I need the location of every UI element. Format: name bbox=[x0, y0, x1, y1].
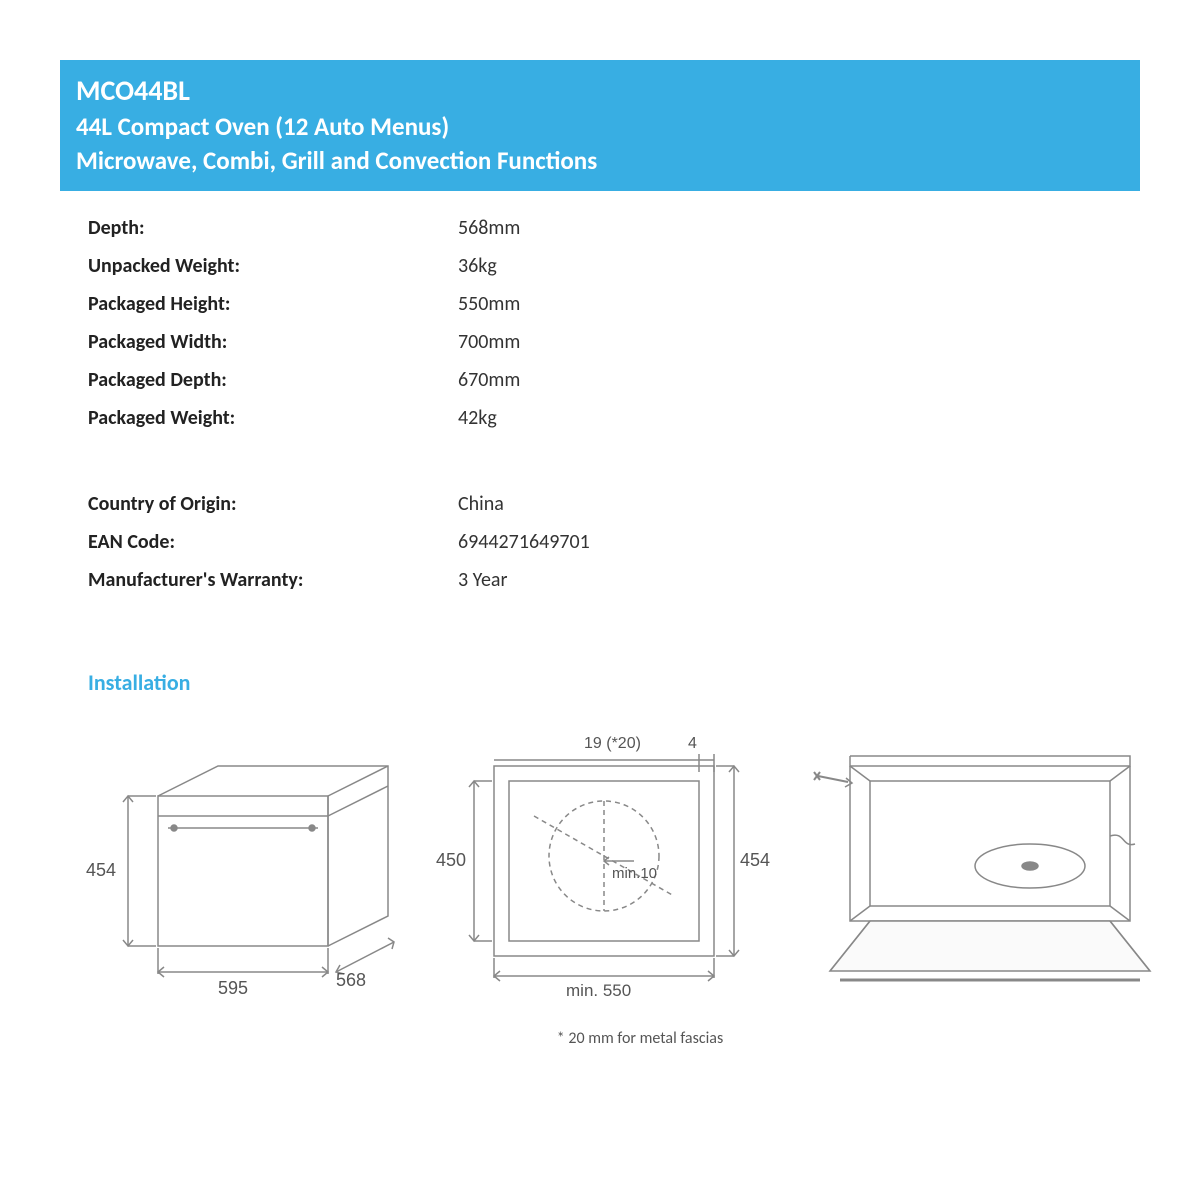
spec-row: Depth:568mm bbox=[88, 209, 1112, 247]
product-title: 44L Compact Oven (12 Auto Menus) bbox=[76, 110, 1124, 144]
spec-table: Depth:568mmUnpacked Weight:36kgPackaged … bbox=[60, 191, 1140, 599]
spec-value: 700mm bbox=[458, 330, 1112, 354]
dim-top-gap: 19 (*20) bbox=[584, 735, 641, 752]
spec-row: Country of Origin:China bbox=[88, 485, 1112, 523]
dim-depth: 568 bbox=[336, 970, 366, 990]
spec-value: 550mm bbox=[458, 292, 1112, 316]
dim-overall-height: 454 bbox=[740, 850, 770, 870]
diagram-oven-dimensions: 454 595 568 bbox=[78, 746, 398, 1011]
spec-label: Packaged Depth: bbox=[88, 368, 458, 392]
spec-label: Packaged Width: bbox=[88, 330, 458, 354]
spec-value: 36kg bbox=[458, 254, 1112, 278]
spec-row: Manufacturer's Warranty:3 Year bbox=[88, 561, 1112, 599]
spec-row: Packaged Weight:42kg bbox=[88, 399, 1112, 437]
dim-min-width: min. 550 bbox=[566, 981, 631, 1000]
installation-diagrams: 454 595 568 bbox=[60, 726, 1140, 1011]
spec-value: China bbox=[458, 492, 1112, 516]
installation-heading: Installation bbox=[60, 669, 1140, 696]
spec-value: 568mm bbox=[458, 216, 1112, 240]
spec-value: 42kg bbox=[458, 406, 1112, 430]
spec-label: Unpacked Weight: bbox=[88, 254, 458, 278]
product-header: MCO44BL 44L Compact Oven (12 Auto Menus)… bbox=[60, 60, 1140, 191]
spec-value: 3 Year bbox=[458, 568, 1112, 592]
spec-value: 6944271649701 bbox=[458, 530, 1112, 554]
spec-label: Packaged Weight: bbox=[88, 406, 458, 430]
dim-top-right: 4 bbox=[688, 735, 697, 752]
spec-value: 670mm bbox=[458, 368, 1112, 392]
dim-min10: min.10 bbox=[612, 865, 657, 882]
spec-label: Country of Origin: bbox=[88, 492, 458, 516]
spec-row: Packaged Width:700mm bbox=[88, 323, 1112, 361]
diagram-fitting bbox=[810, 736, 1160, 1011]
spec-row: Unpacked Weight:36kg bbox=[88, 247, 1112, 285]
model-code: MCO44BL bbox=[76, 72, 1124, 110]
spec-label: EAN Code: bbox=[88, 530, 458, 554]
dim-height: 454 bbox=[86, 860, 116, 880]
spec-row: EAN Code:6944271649701 bbox=[88, 523, 1112, 561]
product-functions: Microwave, Combi, Grill and Convection F… bbox=[76, 144, 1124, 178]
spec-label: Manufacturer's Warranty: bbox=[88, 568, 458, 592]
dim-cutout-height: 450 bbox=[436, 850, 466, 870]
dim-width: 595 bbox=[218, 978, 248, 998]
spec-label: Packaged Height: bbox=[88, 292, 458, 316]
diagram-cabinet-cutout: 19 (*20) 4 450 454 min.10 min. 550 bbox=[434, 726, 774, 1011]
spec-row: Packaged Depth:670mm bbox=[88, 361, 1112, 399]
spec-row: Packaged Height:550mm bbox=[88, 285, 1112, 323]
spec-label: Depth: bbox=[88, 216, 458, 240]
installation-footnote: * 20 mm for metal fascias bbox=[60, 1029, 1140, 1048]
